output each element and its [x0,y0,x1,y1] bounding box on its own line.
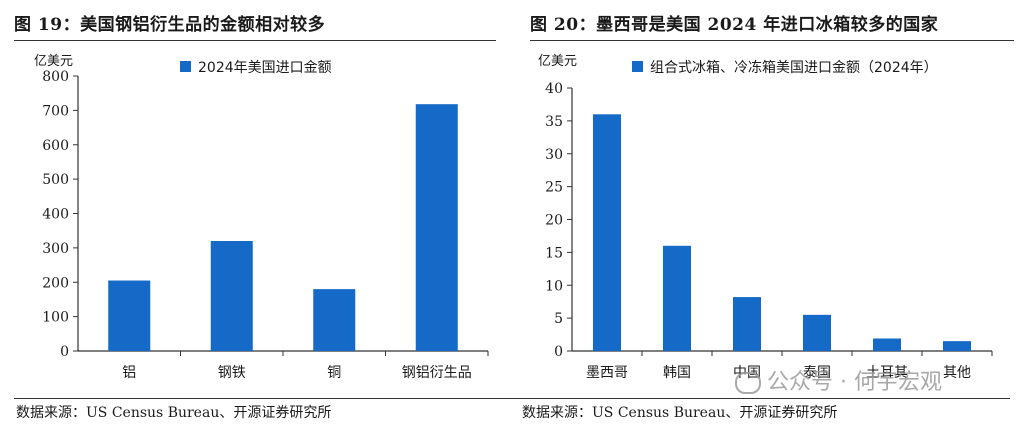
left-legend-label: 2024年美国进口金额 [198,60,332,76]
left-x-tick-label: 铜 [327,365,341,381]
right-bar-4 [803,314,831,351]
left-bar-2 [210,241,253,351]
left-y-tick-label: 800 [42,69,69,85]
left-legend-swatch [180,61,191,72]
right-y-tick-label: 5 [554,311,563,327]
left-y-tick-label: 200 [42,275,69,291]
right-x-tick-label: 墨西哥 [586,365,628,381]
left-bar-4 [415,104,458,351]
right-bar-6 [943,341,971,351]
right-y-tick-label: 35 [545,114,563,130]
right-source-note: 数据来源：US Census Bureau、开源证券研究所 [522,405,838,421]
left-x-tick-label: 铝 [122,365,136,381]
right-y-tick-label: 20 [545,213,563,229]
watermark: 公众号 · 何宇宏观 [735,364,942,396]
right-x-tick-label: 其他 [943,365,971,381]
watermark-text: 公众号 · 何宇宏观 [767,370,942,395]
left-x-tick-label: 钢铁 [218,365,246,381]
right-bar-1 [593,114,621,351]
right-chart-panel: 图 20：墨西哥是美国 2024 年进口冰箱较多的国家 亿美元 0 5 10 15 20… [516,0,1024,400]
left-y-tick-label: 0 [60,344,69,360]
right-x-tick-label: 泰国 [803,365,831,381]
right-x-tick-label: 韩国 [663,365,691,381]
right-bar-3 [733,297,761,351]
right-chart-title: 图 20：墨西哥是美国 2024 年进口冰箱较多的国家 [530,15,939,35]
left-y-tick-label: 400 [42,207,69,223]
left-y-tick-label: 700 [42,103,69,119]
left-y-tick-label: 500 [42,172,69,188]
left-bar-chart: 0 100 200 300 400 500 600 700 800 铝 钢铁 铜 钢铝衍生品 2024年美… [42,60,489,381]
left-y-tick-label: 600 [42,138,69,154]
right-unit-label: 亿美元 [538,54,578,69]
left-chart-title: 图 19：美国钢铝衍生品的金额相对较多 [14,15,326,35]
left-title-rule [14,40,496,41]
wechat-icon [735,372,761,394]
left-unit-label: 亿美元 [34,54,74,69]
left-x-tick-label: 钢铝衍生品 [402,365,472,381]
left-chart-panel: 图 19：美国钢铝衍生品的金额相对较多 亿美元 0 100 200 300 400 500… [0,0,506,400]
left-bar-3 [313,289,356,351]
right-y-tick-label: 0 [554,344,563,360]
left-y-tick-label: 300 [42,241,69,257]
right-legend-label: 组合式冰箱、冷冻箱美国进口金额（2024年） [650,59,938,76]
right-bar-5 [873,338,901,351]
left-bar-1 [108,280,151,351]
right-y-tick-label: 10 [545,278,563,294]
right-x-tick-label: 土耳其 [866,365,908,381]
right-legend-swatch [632,61,643,72]
left-source-note: 数据来源：US Census Bureau、开源证券研究所 [16,405,332,421]
right-y-tick-label: 40 [545,81,563,97]
right-title-rule [530,40,1014,41]
right-y-tick-label: 25 [545,180,563,196]
source-rule [14,398,1010,399]
left-y-tick-label: 100 [42,310,69,326]
right-bar-2 [663,245,691,351]
right-y-tick-label: 30 [545,147,563,163]
right-y-tick-label: 15 [545,245,563,261]
